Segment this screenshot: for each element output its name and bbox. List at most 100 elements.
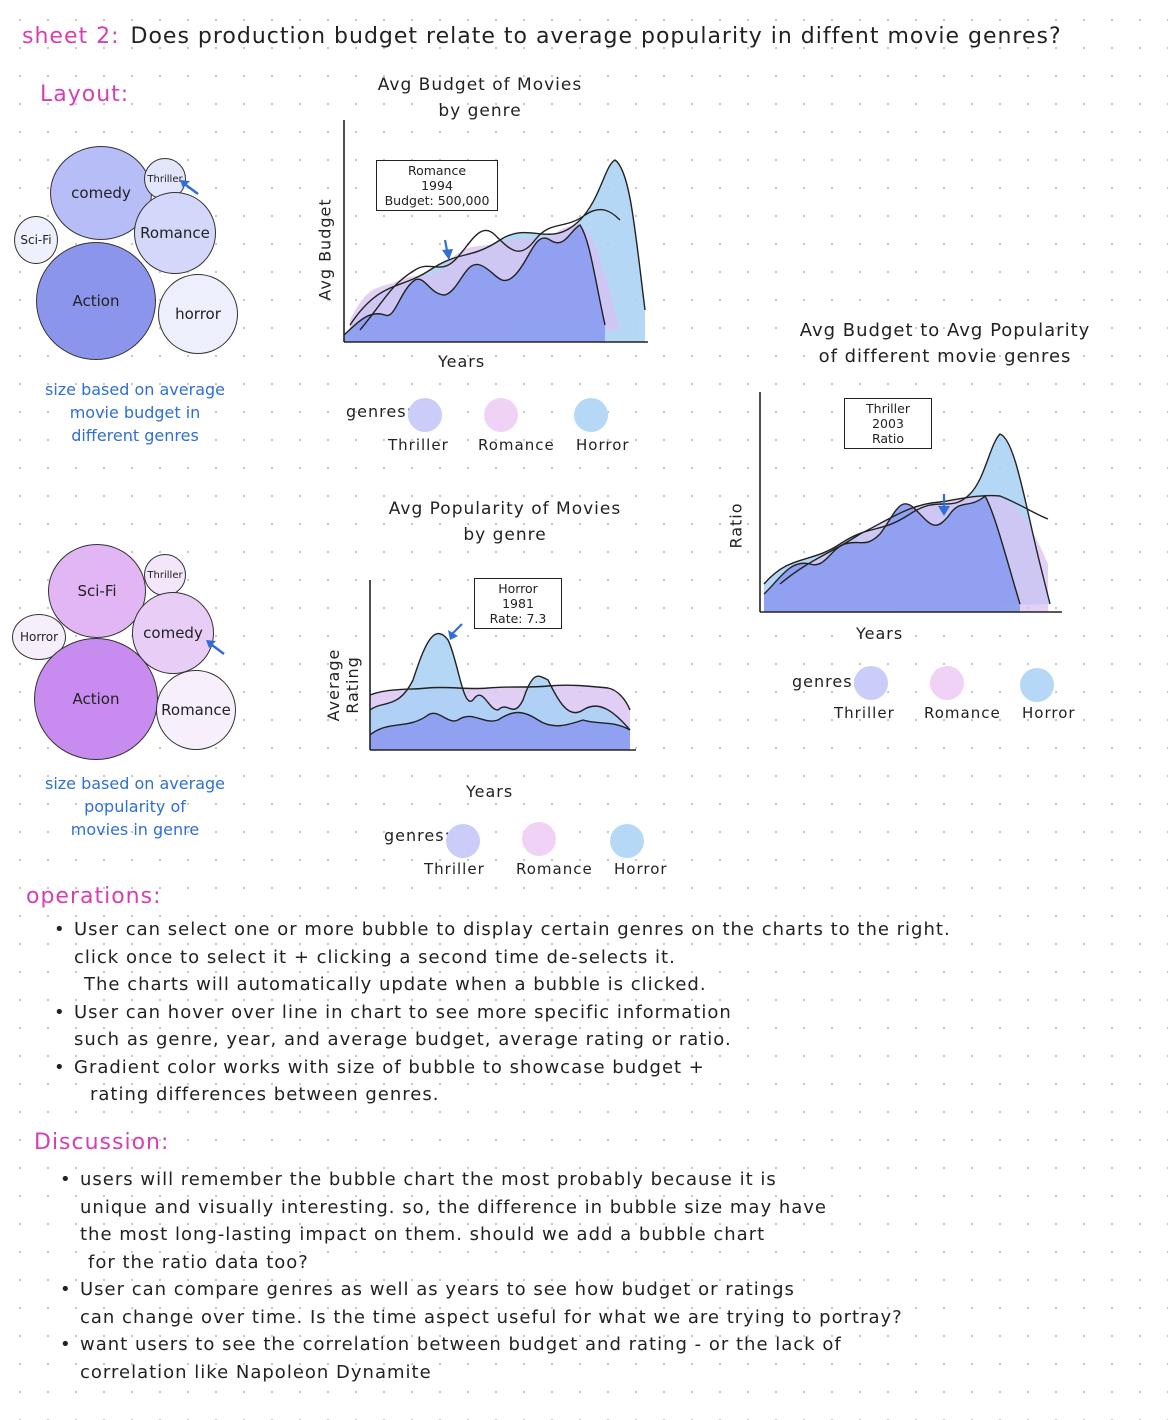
bubble-label: Romance [161, 701, 231, 719]
text-line: User can select one or more bubble to di… [74, 919, 951, 940]
legend-label-thriller: Thriller [424, 860, 485, 878]
text-line: rating differences between genres. [90, 1084, 440, 1105]
note-line: popularity of [84, 797, 186, 816]
chart-title-line: by genre [438, 101, 522, 121]
bubble-label: Sci-Fi [77, 582, 117, 600]
pointer-arrowhead-icon [448, 630, 458, 640]
text-line: Gradient color works with size of bubble… [74, 1056, 705, 1078]
bubble-scifi[interactable]: Sci-Fi [14, 216, 58, 264]
text-line: click once to select it + clicking a sec… [74, 946, 676, 968]
text-line: The charts will automatically update whe… [84, 974, 707, 995]
legend-swatch-romance[interactable] [930, 666, 964, 700]
legend-title: genres: [792, 672, 859, 691]
text-line: users will remember the bubble chart the… [80, 1169, 777, 1190]
line-horror[interactable] [369, 632, 631, 731]
bubble-label: Romance [140, 224, 210, 242]
legend-swatch-thriller[interactable] [446, 824, 480, 858]
y-axis-label: Average Rating [324, 648, 362, 722]
text-line: can change over time. Is the time aspect… [80, 1306, 903, 1328]
arrow-icon [206, 640, 225, 655]
legend-swatch-horror[interactable] [574, 398, 608, 432]
chart-title: Avg Budget to Avg Popularity of differen… [770, 318, 1120, 370]
text-line: User can hover over line in chart to see… [74, 1001, 732, 1023]
bubble-comedy[interactable]: comedy [132, 592, 214, 674]
legend-swatch-romance[interactable] [484, 398, 518, 432]
sheet-question: Does production budget relate to average… [130, 24, 1062, 49]
bubble-scifi[interactable]: Sci-Fi [48, 544, 146, 638]
chart-title-line: by genre [463, 525, 547, 545]
area-thriller[interactable] [370, 712, 630, 751]
tooltip-line: Ratio [871, 431, 905, 446]
bubble-horror[interactable]: horror [158, 274, 238, 354]
operation-item: Gradient color works with size of bubble… [54, 1054, 1114, 1109]
x-axis-label: Years [466, 782, 514, 801]
chart-title: Avg Budget of Movies by genre [340, 72, 620, 124]
legend-swatch-romance[interactable] [522, 822, 556, 856]
bubble-chart-popularity-note: size based on average popularity of movi… [30, 772, 240, 841]
legend-label-romance: Romance [478, 436, 555, 454]
chart-title-line: of different movie genres [818, 346, 1072, 367]
legend-swatch-horror[interactable] [610, 824, 644, 858]
tooltip-line: Thriller [866, 401, 910, 416]
legend-label-horror: Horror [576, 436, 630, 454]
note-line: movies in genre [70, 820, 200, 839]
bubble-label: Horror [19, 630, 59, 644]
tooltip-line: 1994 [421, 178, 453, 193]
bubble-comedy[interactable]: comedy [50, 146, 152, 240]
legend-title: genres: [384, 826, 451, 845]
text-line: User can compare genres as well as years… [80, 1279, 795, 1300]
y-axis-label: Ratio [726, 502, 746, 549]
sheet-number: sheet 2: [22, 24, 120, 49]
note-line: size based on average [44, 380, 225, 399]
pointer-arrowhead-icon [442, 249, 453, 260]
legend-label-romance: Romance [924, 704, 1001, 722]
text-line: for the ratio data too? [88, 1251, 309, 1273]
note-line: movie budget in [69, 403, 201, 422]
bubble-romance[interactable]: Romance [134, 192, 216, 274]
line-romance[interactable] [779, 494, 1049, 585]
bubble-label: comedy [143, 624, 203, 642]
tooltip-line: 1981 [502, 596, 534, 611]
bubble-romance[interactable]: Romance [156, 670, 236, 750]
area-thriller[interactable] [344, 225, 605, 342]
legend-label-horror: Horror [1022, 704, 1076, 722]
line-romance[interactable] [369, 684, 631, 711]
line-horror[interactable] [349, 159, 646, 326]
legend-swatch-thriller[interactable] [854, 666, 888, 700]
legend-label-thriller: Thriller [834, 704, 895, 722]
area-thriller[interactable] [764, 496, 1020, 612]
line-thriller[interactable] [369, 711, 631, 736]
note-line: different genres [71, 426, 199, 445]
chart-plot[interactable] [330, 110, 650, 360]
pointer-icon [451, 623, 463, 635]
discussion-heading: Discussion: [34, 1130, 170, 1155]
bubble-action[interactable]: Action [36, 242, 156, 360]
bubble-label: Thriller [147, 569, 183, 581]
pointer-arrowhead-icon [938, 506, 950, 516]
text-line: such as genre, year, and average budget,… [74, 1029, 732, 1050]
chart-tooltip: Thriller 2003 Ratio [844, 398, 932, 449]
bubble-thriller[interactable]: Thriller [144, 554, 186, 596]
chart-plot[interactable] [358, 560, 648, 780]
legend-label-thriller: Thriller [388, 436, 449, 454]
legend-label-horror: Horror [614, 860, 668, 878]
chart-title-line: Avg Popularity of Movies [388, 499, 622, 519]
bubble-label: horror [175, 305, 221, 323]
line-thriller[interactable] [343, 224, 606, 336]
chart-plot[interactable] [750, 384, 1070, 624]
line-horror[interactable] [763, 433, 1051, 605]
bubble-label: Action [72, 292, 120, 310]
legend-swatch-thriller[interactable] [408, 398, 442, 432]
tooltip-line: 2003 [872, 416, 904, 431]
arrow-icon [180, 180, 199, 195]
line-romance[interactable] [359, 208, 621, 331]
chart-tooltip: Horror 1981 Rate: 7.3 [474, 578, 562, 629]
bubble-action[interactable]: Action [34, 638, 158, 760]
legend-swatch-horror[interactable] [1020, 668, 1054, 702]
tooltip-line: Horror [498, 581, 538, 596]
x-axis-label: Years [438, 352, 486, 371]
tooltip-line: Budget: 500,000 [384, 193, 490, 208]
bubble-label: comedy [71, 184, 131, 202]
x-axis-label: Years [856, 624, 904, 643]
line-thriller[interactable] [763, 494, 1021, 605]
